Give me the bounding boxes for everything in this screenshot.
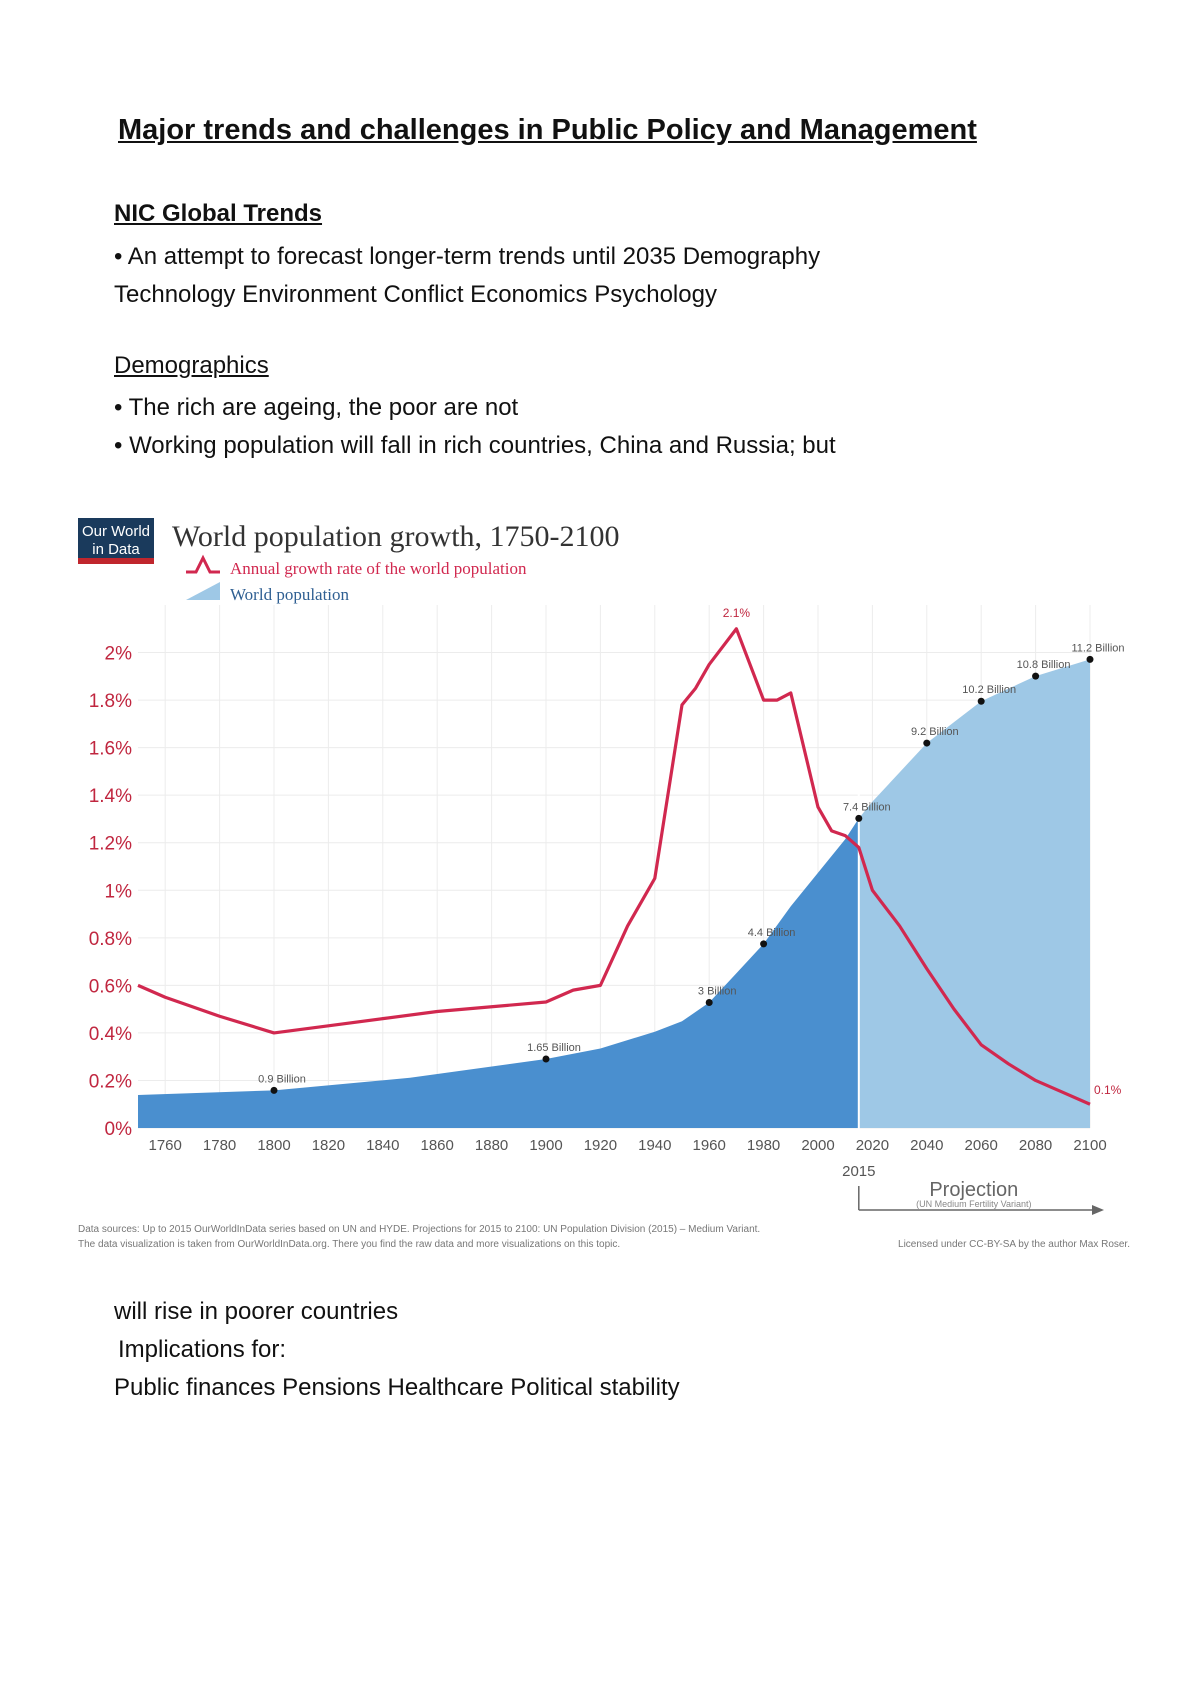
population-marker [855,814,863,822]
population-annotation: 7.4 Billion [843,801,891,813]
y-tick-label: 1.4% [89,786,132,807]
logo-text-line1: Our World [82,523,150,540]
x-tick-label: 2100 [1073,1137,1106,1154]
chart-title: World population growth, 1750-2100 [172,520,620,553]
population-marker [1086,655,1094,663]
y-tick-label: 0.6% [89,976,132,997]
x-tick-label: 2060 [965,1137,998,1154]
x-tick-label: 2040 [910,1137,943,1154]
x-tick-label: 1980 [747,1137,780,1154]
logo-text-line2: in Data [92,541,140,558]
x-tick-label: 1900 [529,1137,562,1154]
x-tick-label: 1800 [257,1137,290,1154]
intro-line-1: • An attempt to forecast longer-term tre… [114,243,821,270]
logo-red-bar [78,558,154,564]
x-tick-label: 1880 [475,1137,508,1154]
population-marker [977,697,985,705]
projection-arrow-head [1092,1205,1104,1215]
intro-line-2: Technology Environment Conflict Economic… [114,281,717,308]
population-marker [923,739,931,747]
population-annotation: 0.9 Billion [258,1073,306,1085]
population-annotation: 11.2 Billion [1072,642,1125,654]
population-marker [1032,672,1040,680]
growth-rate-line [137,627,1091,1106]
x-tick-label: 2080 [1019,1137,1052,1154]
x-tick-label: 1960 [693,1137,726,1154]
y-tick-label: 0% [105,1119,133,1140]
end-growth-label: 0.1% [1094,1083,1122,1097]
y-tick-label: 1.8% [89,691,132,712]
after-line-2: Implications for: [118,1336,287,1363]
peak-growth-label: 2.1% [723,606,751,620]
x-tick-label: 1920 [584,1137,617,1154]
population-annotation: 10.2 Billion [962,684,1016,696]
x-tick-label: 2020 [856,1137,889,1154]
x-tick-label: 1820 [312,1137,345,1154]
y-tick-label: 0.2% [89,1071,132,1092]
x-tick-label: 1780 [203,1137,236,1154]
x-tick-label: 1940 [638,1137,671,1154]
population-area-projection [858,659,1090,1128]
x-tick-label: 2000 [801,1137,834,1154]
population-annotation: 3 Billion [698,985,737,997]
data-sources-line2: The data visualization is taken from Our… [78,1239,620,1250]
population-annotation: 9.2 Billion [911,726,959,738]
population-annotation: 10.8 Billion [1017,659,1071,671]
y-tick-label: 0.4% [89,1024,132,1045]
page-title: Major trends and challenges in Public Po… [118,114,977,146]
population-area-historical [138,818,859,1128]
y-tick-label: 0.8% [89,929,132,950]
population-annotation: 1.65 Billion [527,1042,581,1054]
after-line-1: will rise in poorer countries [114,1298,399,1325]
projection-sublabel: (UN Medium Fertility Variant) [916,1199,1031,1209]
bullet-working-population: • Working population will fall in rich c… [114,432,836,459]
data-sources-line1: Data sources: Up to 2015 OurWorldInData … [78,1224,760,1235]
logo-box [78,518,154,558]
x-tick-label: 1860 [421,1137,454,1154]
y-tick-label: 2% [105,644,133,665]
legend-population-label: World population [230,585,350,604]
population-annotation: 4.4 Billion [748,927,796,939]
legend-growth-icon [186,554,220,574]
projection-year-label: 2015 [842,1163,875,1180]
population-marker [270,1086,278,1094]
section-heading: NIC Global Trends [114,200,323,227]
projection-label: Projection [929,1179,1018,1201]
license-text: Licensed under CC-BY-SA by the author Ma… [898,1239,1130,1250]
population-marker [542,1055,550,1063]
after-line-3: Public finances Pensions Healthcare Poli… [114,1374,680,1401]
y-tick-label: 1% [105,881,133,902]
legend-population-icon [186,582,220,600]
x-tick-label: 1760 [149,1137,182,1154]
population-marker [760,940,768,948]
bullet-rich-ageing: • The rich are ageing, the poor are not [114,394,519,421]
x-tick-label: 1840 [366,1137,399,1154]
y-tick-label: 1.6% [89,739,132,760]
demographics-heading: Demographics [114,352,269,379]
legend-growth-label: Annual growth rate of the world populati… [230,559,527,578]
population-marker [705,998,713,1006]
y-tick-label: 1.2% [89,834,132,855]
